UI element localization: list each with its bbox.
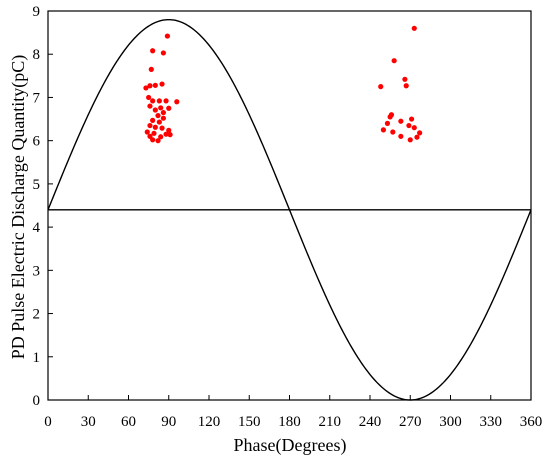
y-tick-label: 1 (33, 350, 41, 366)
data-point (407, 137, 413, 143)
data-point (160, 109, 166, 116)
data-point (390, 129, 396, 135)
data-point (402, 76, 408, 82)
data-point (156, 119, 162, 125)
data-point (155, 138, 161, 144)
y-tick-label: 8 (33, 47, 41, 63)
data-point (150, 137, 156, 143)
data-point (150, 48, 156, 54)
y-axis-label: PD Pulse Electric Discharge Quantity(pC) (8, 55, 29, 360)
data-point (151, 130, 157, 136)
y-tick-label: 6 (33, 134, 41, 150)
data-point (158, 134, 164, 140)
data-point (155, 112, 161, 119)
x-tick-label: 30 (81, 414, 96, 430)
data-point (398, 118, 404, 124)
x-tick-label: 300 (439, 414, 462, 430)
data-point (414, 134, 420, 140)
data-point (150, 98, 156, 104)
plot-area: 0 30 60 90 120 150 180 210 240 270 300 330 360 0 1 2 3 4 5… (33, 4, 543, 430)
x-tick-label: 120 (198, 414, 221, 430)
y-tick-label: 5 (33, 177, 41, 193)
data-point (166, 127, 172, 133)
data-point (148, 66, 154, 72)
x-axis-label: Phase(Degrees) (234, 435, 347, 456)
data-point (174, 99, 180, 105)
x-tick-label: 150 (238, 414, 261, 430)
data-point (391, 58, 397, 64)
data-point (152, 124, 158, 130)
data-point (147, 103, 153, 109)
data-point (408, 116, 415, 122)
y-tick-label: 9 (33, 4, 41, 20)
x-tick-label: 270 (399, 414, 422, 430)
data-point (143, 85, 149, 91)
data-point (152, 107, 158, 113)
data-point (167, 132, 173, 138)
x-tick-label: 240 (359, 414, 382, 430)
data-point (166, 105, 172, 111)
data-point (417, 130, 423, 136)
data-point (159, 125, 165, 131)
data-point (411, 25, 417, 31)
data-point (411, 125, 417, 131)
x-tick-label: 330 (480, 414, 503, 430)
data-point (403, 83, 409, 89)
data-point (147, 83, 153, 89)
data-point (144, 129, 150, 135)
data-point (163, 98, 169, 104)
data-point (387, 114, 393, 120)
x-tick-label: 0 (44, 414, 52, 430)
data-point (152, 82, 158, 88)
data-point (150, 117, 156, 123)
data-point (384, 120, 391, 126)
data-point (147, 122, 153, 129)
y-tick-label: 0 (33, 393, 41, 409)
x-tick-label: 60 (121, 414, 136, 430)
data-point (160, 50, 166, 56)
x-tick-label: 180 (278, 414, 301, 430)
x-tick-label: 210 (319, 414, 342, 430)
data-point (158, 105, 164, 111)
data-point (160, 115, 166, 121)
y-tick-label: 3 (33, 263, 41, 279)
data-point (378, 84, 384, 90)
data-point (164, 33, 171, 39)
x-tick-label: 90 (161, 414, 176, 430)
y-tick-label: 7 (33, 90, 41, 106)
data-point (398, 133, 404, 139)
data-point (159, 81, 165, 87)
data-point (156, 98, 162, 104)
data-point (163, 131, 169, 137)
data-point (406, 122, 412, 129)
sine-wave (47, 18, 532, 401)
data-point (146, 94, 152, 101)
y-tick-label: 4 (33, 220, 41, 236)
x-tick-label: 360 (520, 414, 543, 430)
y-tick-label: 2 (33, 307, 41, 323)
plot-frame (47, 10, 532, 401)
data-point (380, 127, 387, 133)
